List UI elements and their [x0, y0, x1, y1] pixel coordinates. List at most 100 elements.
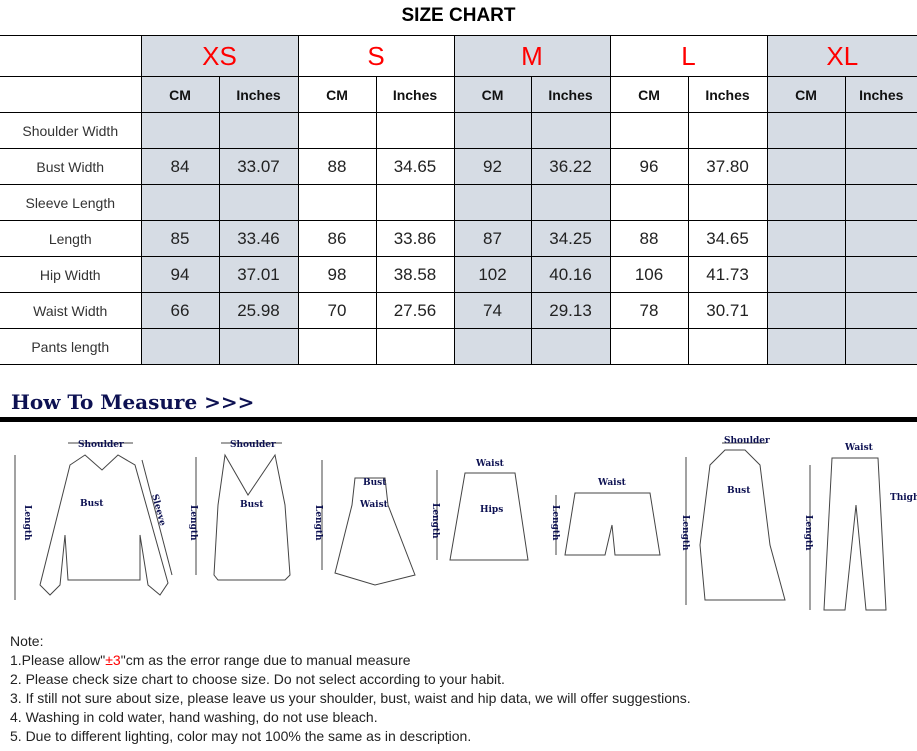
unit-header-inches: Inches: [530, 76, 611, 113]
tank-illustration: Shoulder Bust Length: [188, 440, 291, 581]
table-cell: 29.13: [530, 292, 611, 329]
divider: [0, 417, 917, 422]
table-cell: 86: [297, 220, 377, 257]
table-cell: [766, 112, 846, 149]
table-cell: 34.65: [687, 220, 768, 257]
table-cell: [687, 328, 768, 365]
table-cell: [609, 328, 689, 365]
row-label: Waist Width: [0, 292, 142, 329]
corner-cell: [0, 35, 142, 77]
table-cell: [844, 184, 917, 221]
row-label: Shoulder Width: [0, 112, 142, 149]
svg-text:Waist: Waist: [844, 443, 874, 453]
row-label: Bust Width: [0, 148, 142, 185]
svg-text:Length: Length: [680, 515, 690, 551]
table-cell: [297, 328, 377, 365]
unit-header-row: CM Inches CM Inches CM Inches CM Inches CM Inches: [0, 76, 917, 113]
unit-header-cm: CM: [297, 76, 377, 113]
svg-text:Length: Length: [22, 505, 32, 541]
table-cell: 74: [453, 292, 532, 329]
unit-header-inches: Inches: [218, 76, 299, 113]
table-cell: [766, 292, 846, 329]
size-header-l: L: [609, 35, 768, 77]
size-chart-table: XS S M L XL CM Inches CM Inches CM Inches CM Inches C…: [0, 35, 917, 365]
svg-text:Sleeve: Sleeve: [149, 493, 167, 527]
corner-cell: [0, 76, 142, 113]
table-cell: [844, 220, 917, 257]
pants-illustration: Waist Thigh Length: [803, 443, 917, 611]
table-cell: 84: [140, 148, 220, 185]
dress-illustration: Bust Waist Length: [313, 460, 416, 586]
table-cell: 37.01: [218, 256, 299, 293]
unit-header-cm: CM: [609, 76, 689, 113]
table-cell: 37.80: [687, 148, 768, 185]
table-row: Sleeve Length: [0, 184, 917, 221]
table-cell: [530, 328, 611, 365]
skirt-illustration: Waist Hips Length: [430, 459, 529, 561]
table-cell: 66: [140, 292, 220, 329]
unit-header-cm: CM: [766, 76, 846, 113]
table-cell: [766, 148, 846, 185]
size-header-xs: XS: [140, 35, 299, 77]
table-cell: 102: [453, 256, 532, 293]
table-row: Shoulder Width: [0, 112, 917, 149]
svg-text:Length: Length: [188, 505, 198, 541]
row-label: Sleeve Length: [0, 184, 142, 221]
table-cell: [687, 184, 768, 221]
svg-text:Length: Length: [313, 505, 323, 541]
svg-text:Shoulder: Shoulder: [724, 436, 770, 446]
table-row: Waist Width 66 25.98 70 27.56 74 29.13 78 30.71: [0, 292, 917, 329]
table-cell: 33.86: [375, 220, 455, 257]
table-row: Bust Width 84 33.07 88 34.65 92 36.22 96 37.80: [0, 148, 917, 185]
coat-illustration: Shoulder Bust Length: [680, 436, 786, 605]
table-cell: [609, 112, 689, 149]
table-cell: 27.56: [375, 292, 455, 329]
table-cell: [297, 184, 377, 221]
table-cell: [140, 184, 220, 221]
table-cell: [609, 184, 689, 221]
svg-text:Shoulder: Shoulder: [230, 440, 276, 450]
table-cell: [218, 184, 299, 221]
table-cell: [140, 328, 220, 365]
table-cell: [844, 292, 917, 329]
svg-text:Length: Length: [430, 503, 440, 539]
table-cell: 34.65: [375, 148, 455, 185]
table-cell: [766, 220, 846, 257]
unit-header-cm: CM: [140, 76, 220, 113]
shorts-illustration: Waist Length: [550, 478, 661, 556]
svg-text:Hips: Hips: [480, 505, 503, 515]
size-header-row: XS S M L XL: [0, 35, 917, 77]
table-row: Hip Width 94 37.01 98 38.58 102 40.16 106 41.73: [0, 256, 917, 293]
table-cell: 33.07: [218, 148, 299, 185]
size-header-s: S: [297, 35, 455, 77]
table-cell: [844, 328, 917, 365]
how-to-measure-heading: How To Measure >>>: [11, 390, 255, 414]
svg-text:Waist: Waist: [475, 459, 505, 469]
table-cell: 30.71: [687, 292, 768, 329]
table-cell: [453, 112, 532, 149]
svg-text:Bust: Bust: [80, 499, 104, 509]
table-cell: 85: [140, 220, 220, 257]
notes: Note: 1.Please allow"±3"cm as the error …: [10, 632, 691, 746]
table-cell: 40.16: [530, 256, 611, 293]
svg-text:Waist: Waist: [597, 478, 627, 488]
svg-text:Bust: Bust: [363, 478, 387, 488]
table-cell: [844, 148, 917, 185]
table-cell: 94: [140, 256, 220, 293]
table-cell: [766, 184, 846, 221]
table-cell: 38.58: [375, 256, 455, 293]
table-cell: [140, 112, 220, 149]
note-2: 2. Please check size chart to choose siz…: [10, 671, 505, 687]
table-cell: [687, 112, 768, 149]
table-cell: [297, 112, 377, 149]
table-cell: [453, 328, 532, 365]
table-cell: 25.98: [218, 292, 299, 329]
svg-text:Thigh: Thigh: [890, 493, 917, 503]
svg-text:Length: Length: [803, 515, 813, 551]
table-cell: 78: [609, 292, 689, 329]
note-5: 5. Due to different lighting, color may …: [10, 728, 472, 744]
unit-header-inches: Inches: [844, 76, 917, 113]
table-cell: 34.25: [530, 220, 611, 257]
svg-text:Bust: Bust: [240, 500, 264, 510]
table-cell: [218, 112, 299, 149]
